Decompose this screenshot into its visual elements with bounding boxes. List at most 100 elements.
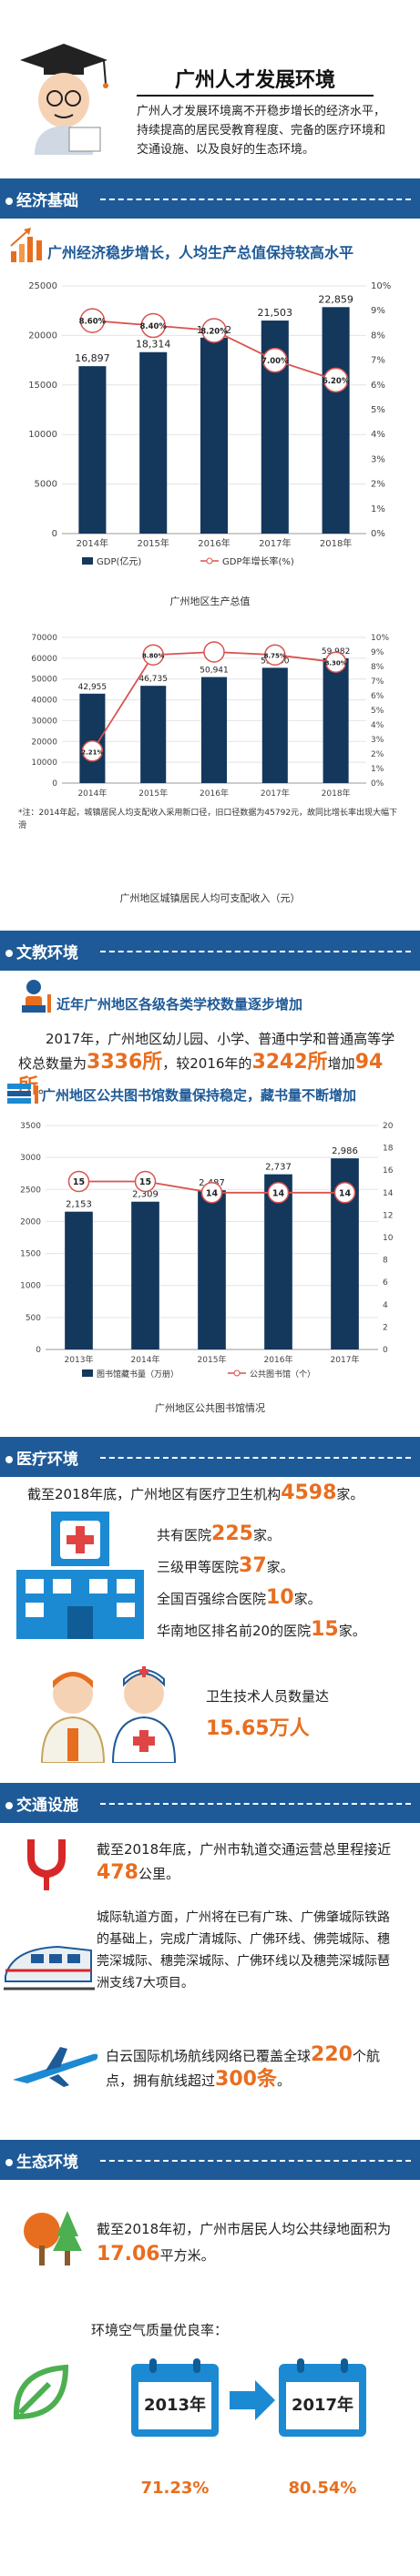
line-point <box>323 367 349 393</box>
grade3a-count: 37 <box>239 1554 267 1577</box>
bar-data-label: 42,955 <box>78 683 108 692</box>
accent-bar <box>36 240 42 260</box>
y2-tick-label: 0% <box>371 779 384 789</box>
calendar-2017: 2017年 <box>279 2358 366 2437</box>
line-point <box>200 1182 223 1204</box>
growth-arrow-icon <box>9 228 36 264</box>
y2-tick-label: 10% <box>371 634 389 643</box>
y2-tick-label: 20 <box>383 1122 394 1131</box>
line-data-label: 8.40% <box>139 322 167 331</box>
medical-intro-a: 截至2018年底，广州地区有医疗卫生机构 <box>27 1486 282 1502</box>
y2-tick-label: 10 <box>383 1234 394 1243</box>
bar <box>323 657 349 783</box>
line-point <box>203 641 225 663</box>
bar-data-label: 18,314 <box>136 339 171 351</box>
line-data-label: 8.30% <box>324 660 346 667</box>
y2-tick-label: 7% <box>371 677 384 687</box>
x-tick-label: 2016年 <box>200 788 229 799</box>
line-data-label: 14 <box>272 1188 285 1198</box>
y-tick-label: 20000 <box>31 738 57 747</box>
income-chart-caption: 广州地区城镇居民人均可支配收入（元） <box>119 892 301 904</box>
y2-tick-label: 3% <box>371 454 385 464</box>
legend-label: GDP(亿元) <box>97 555 141 567</box>
y2-tick-label: 6 <box>383 1278 388 1288</box>
y-tick-label: 500 <box>26 1314 41 1323</box>
bar <box>200 677 228 783</box>
green-text-a: 截至2018年初，广州市居民人均公共绿地面积为 <box>97 2221 392 2237</box>
y-tick-label: 0 <box>52 779 57 789</box>
green-text-b: 平方米。 <box>159 2247 215 2264</box>
legend-label: 图书馆藏书量（万册） <box>97 1369 179 1380</box>
section-title: 医疗环境 <box>16 1451 78 1469</box>
y2-tick-label: 5% <box>371 405 385 415</box>
title-underline <box>137 95 374 97</box>
bar-data-label: 2,309 <box>132 1190 159 1200</box>
x-tick-label: 2018年 <box>320 537 352 549</box>
grade3a-a: 三级甲等医院 <box>157 1559 240 1575</box>
x-tick-label: 2015年 <box>137 537 169 549</box>
schools-total-2016: 3242所 <box>251 1051 328 1074</box>
line-data-label: 14 <box>339 1188 352 1198</box>
income-chart-note: *注：2014年起，城镇居民人均支配收入采用新口径，旧口径数据为45792元，故… <box>18 809 398 830</box>
page-title: 广州人才发展环境 <box>174 69 335 92</box>
y-tick-label: 60000 <box>31 655 57 664</box>
y2-tick-label: 14 <box>383 1189 394 1198</box>
bar-data-label: 2,986 <box>332 1146 358 1156</box>
section-title: 交通设施 <box>16 1797 78 1815</box>
y2-tick-label: 0% <box>371 529 385 539</box>
south-top20-a: 华南地区排名前20的医院 <box>157 1623 312 1639</box>
y2-tick-label: 4% <box>371 721 384 730</box>
bar <box>322 307 350 534</box>
line-data-label: 7.00% <box>261 357 289 366</box>
staff-value: 15.65万人 <box>206 1717 310 1740</box>
line-data-label: 15 <box>139 1177 151 1187</box>
bar <box>131 1201 159 1349</box>
accent-bar <box>35 1085 38 1104</box>
library-headline: 广州地区公共图书馆数量保持稳定，藏书量不断增加 <box>42 1087 357 1104</box>
x-tick-label: 2016年 <box>264 1354 293 1365</box>
hospital-stats: 共有医院225家。 三级甲等医院37家。 全国百强综合医院10家。 华南地区排名… <box>157 1519 366 1646</box>
line-point <box>333 1182 356 1204</box>
bar-data-label: 46,735 <box>138 675 168 684</box>
line-point <box>267 1182 290 1204</box>
line-data-label: 8.80% <box>142 653 164 660</box>
air-points: 220 <box>311 2043 353 2066</box>
rate-2013: 71.23% <box>140 2479 210 2498</box>
top100-count: 10 <box>266 1586 294 1609</box>
y-tick-label: 1000 <box>20 1282 41 1291</box>
schools-text-b: ，较2016年的 <box>162 1055 252 1072</box>
hospitals-row: 共有医院225家。 <box>157 1519 366 1551</box>
calendar-2013: 2013年 <box>131 2358 219 2437</box>
y-tick-label: 2000 <box>20 1217 41 1227</box>
y2-tick-label: 7% <box>371 356 385 366</box>
y2-tick-label: 0 <box>383 1346 388 1355</box>
schools-total-2017: 3336所 <box>87 1051 163 1074</box>
year-2013: 2013年 <box>138 2382 211 2429</box>
metro-text-b: 公里。 <box>138 1866 179 1882</box>
library-chart: 0 500 1000 1500 2000 2500 3000 3500 0 2 4 6 8 10 12 14 1… <box>20 1122 394 1380</box>
line-point <box>324 651 347 673</box>
schools-text-a: 2017年，广州地区幼儿园、小学、普通中学和普通高等学校总数量为 <box>18 1031 395 1072</box>
y-tick-label: 1500 <box>20 1250 41 1259</box>
rate-2017: 80.54% <box>288 2479 357 2498</box>
y2-tick-label: 8% <box>371 331 385 341</box>
section-title: 生态环境 <box>16 2153 78 2172</box>
line-point <box>201 318 227 343</box>
income-chart: 0 10000 20000 30000 40000 50000 60000 70000 0% 1%… <box>31 634 389 799</box>
schools-headline: 近年广州地区各级各类学校数量逐步增加 <box>56 996 303 1013</box>
metro-logo-icon <box>24 1838 69 1892</box>
line-point <box>264 644 286 666</box>
bar <box>139 351 168 534</box>
y-tick-label: 3000 <box>20 1154 41 1163</box>
section-header-transport: 交通设施 <box>0 1783 420 1823</box>
y-tick-label: 0 <box>36 1346 41 1355</box>
line-data-label: 15 <box>73 1177 85 1187</box>
staff-label: 卫生技术人员数量达 <box>206 1688 330 1705</box>
metro-text-a: 截至2018年底，广州市轨道交通运营总里程接近 <box>97 1841 392 1858</box>
section-header-ecology: 生态环境 <box>0 2140 420 2180</box>
x-tick-label: 2015年 <box>138 788 168 799</box>
metro-km: 478 <box>97 1861 138 1884</box>
section-header-medical: 医疗环境 <box>0 1437 420 1477</box>
air-text-b: 个航点，拥有航线超过 <box>106 2048 380 2089</box>
line-point <box>79 308 106 333</box>
